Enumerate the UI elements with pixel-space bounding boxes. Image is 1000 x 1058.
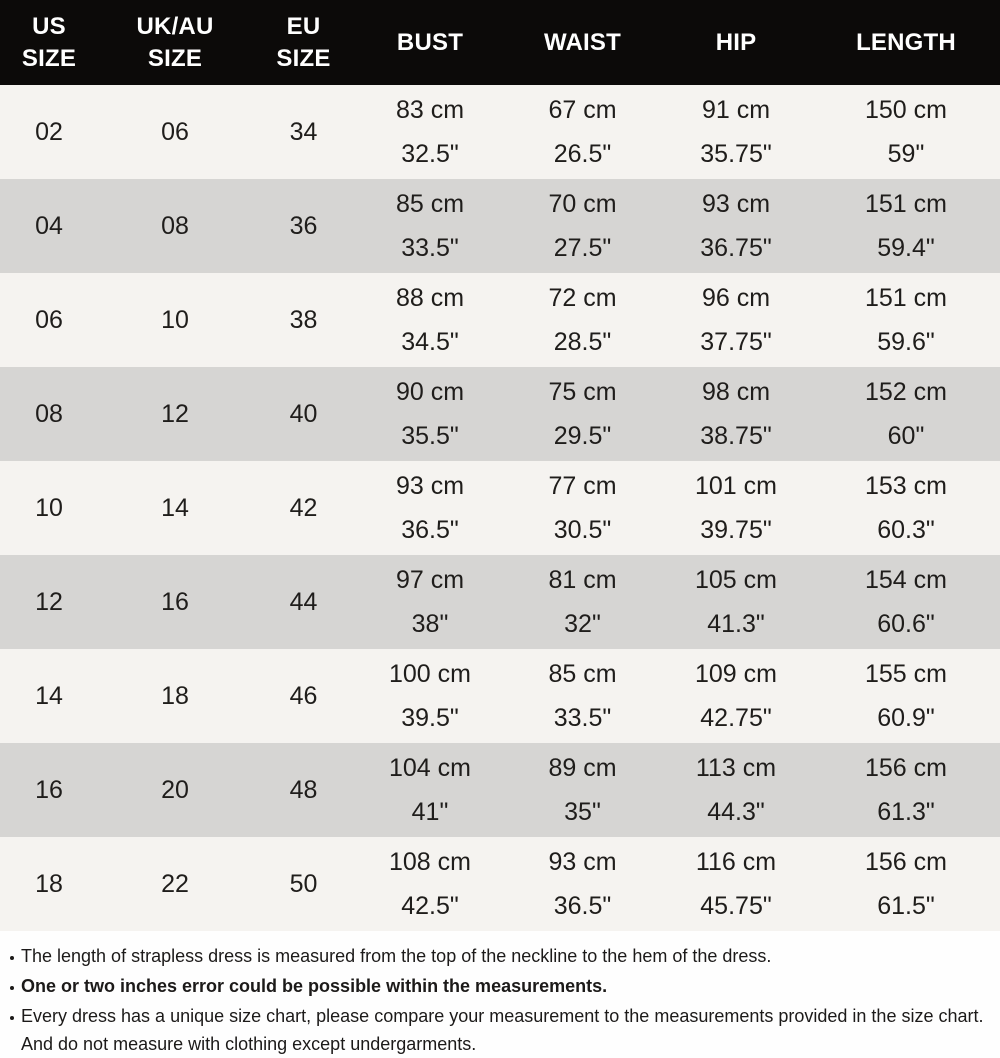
notes-section: The length of strapless dress is measure… [0, 931, 1000, 1058]
size-table-body: 02 06 34 83 cm 32.5" 67 cm 26.5" 91 cm 35.75" 150… [0, 85, 1000, 931]
column-header-waist: WAIST [505, 0, 660, 85]
cell-us-size: 14 [35, 681, 63, 710]
cell-eu-size: 46 [289, 681, 318, 710]
cell-eu-size: 34 [289, 117, 318, 146]
table-row: 10 14 42 93 cm 36.5" 77 cm 30.5" 101 cm 39.75" 15… [0, 461, 1000, 555]
cell-uk-au-size: 16 [161, 587, 189, 616]
cell-bust: 93 cm 36.5" [395, 472, 465, 544]
cell-length: 151 cm 59.6" [865, 284, 947, 356]
cell-length: 151 cm 59.4" [865, 190, 947, 262]
note-item: The length of strapless dress is measure… [7, 942, 994, 970]
cell-waist: 75 cm 29.5" [548, 378, 617, 450]
cell-uk-au-size: 14 [161, 493, 189, 522]
column-header-us-size: US SIZE [0, 0, 98, 85]
cell-bust: 97 cm 38" [395, 566, 465, 638]
cell-bust: 90 cm 35.5" [395, 378, 465, 450]
column-header-uk-au-size: UK/AU SIZE [98, 0, 252, 85]
cell-uk-au-size: 10 [161, 305, 189, 334]
cell-us-size: 10 [35, 493, 63, 522]
cell-uk-au-size: 12 [161, 399, 189, 428]
cell-us-size: 06 [35, 305, 63, 334]
bullet-icon [7, 1002, 21, 1030]
cell-length: 156 cm 61.5" [865, 848, 947, 920]
table-row: 06 10 38 88 cm 34.5" 72 cm 28.5" 96 cm 37.75" 151… [0, 273, 1000, 367]
cell-bust: 83 cm 32.5" [395, 96, 465, 168]
note-text: One or two inches error could be possibl… [21, 976, 608, 996]
header-row: US SIZE UK/AU SIZE EU SIZE BUST WAIST HIP LENGTH [0, 0, 1000, 85]
cell-length: 150 cm 59" [865, 96, 947, 168]
cell-uk-au-size: 06 [161, 117, 189, 146]
table-row: 16 20 48 104 cm 41" 89 cm 35" 113 cm 44.3" 156 cm… [0, 743, 1000, 837]
bullet-icon [7, 942, 21, 970]
note-text: The length of strapless dress is measure… [21, 946, 772, 966]
cell-hip: 98 cm 38.75" [700, 378, 772, 450]
column-header-bust: BUST [355, 0, 505, 85]
cell-uk-au-size: 08 [161, 211, 189, 240]
table-header: US SIZE UK/AU SIZE EU SIZE BUST WAIST HIP LENGTH [0, 0, 1000, 85]
cell-length: 155 cm 60.9" [865, 660, 947, 732]
cell-hip: 101 cm 39.75" [695, 472, 777, 544]
cell-uk-au-size: 20 [161, 775, 189, 804]
cell-eu-size: 48 [289, 775, 318, 804]
cell-length: 153 cm 60.3" [865, 472, 947, 544]
cell-eu-size: 36 [289, 211, 318, 240]
cell-uk-au-size: 18 [161, 681, 189, 710]
bullet-icon [7, 972, 21, 1000]
cell-length: 152 cm 60" [865, 378, 947, 450]
column-header-eu-size: EU SIZE [252, 0, 355, 85]
cell-bust: 88 cm 34.5" [395, 284, 465, 356]
table-row: 18 22 50 108 cm 42.5" 93 cm 36.5" 116 cm 45.75" 1… [0, 837, 1000, 931]
size-chart-table: US SIZE UK/AU SIZE EU SIZE BUST WAIST HIP LENGTH … [0, 0, 1000, 931]
note-item: One or two inches error could be possibl… [7, 972, 994, 1000]
cell-bust: 104 cm 41" [389, 754, 471, 826]
table-row: 14 18 46 100 cm 39.5" 85 cm 33.5" 109 cm 42.75" 1… [0, 649, 1000, 743]
cell-hip: 109 cm 42.75" [695, 660, 777, 732]
cell-eu-size: 40 [289, 399, 318, 428]
table-row: 12 16 44 97 cm 38" 81 cm 32" 105 cm 41.3" 154 cm 6… [0, 555, 1000, 649]
cell-length: 154 cm 60.6" [865, 566, 947, 638]
cell-length: 156 cm 61.3" [865, 754, 947, 826]
cell-hip: 96 cm 37.75" [700, 284, 772, 356]
cell-us-size: 16 [35, 775, 63, 804]
table-row: 04 08 36 85 cm 33.5" 70 cm 27.5" 93 cm 36.75" 151… [0, 179, 1000, 273]
column-header-length: LENGTH [812, 0, 1000, 85]
cell-eu-size: 44 [289, 587, 318, 616]
cell-eu-size: 50 [289, 869, 318, 898]
cell-waist: 72 cm 28.5" [548, 284, 617, 356]
note-text: Every dress has a unique size chart, ple… [21, 1006, 984, 1054]
note-item: Every dress has a unique size chart, ple… [7, 1002, 994, 1058]
cell-hip: 91 cm 35.75" [700, 96, 772, 168]
cell-hip: 113 cm 44.3" [695, 754, 777, 826]
column-header-hip: HIP [660, 0, 812, 85]
cell-waist: 89 cm 35" [548, 754, 617, 826]
cell-waist: 85 cm 33.5" [548, 660, 617, 732]
cell-waist: 81 cm 32" [548, 566, 617, 638]
cell-us-size: 18 [35, 869, 63, 898]
cell-waist: 70 cm 27.5" [548, 190, 617, 262]
cell-us-size: 12 [35, 587, 63, 616]
cell-waist: 93 cm 36.5" [548, 848, 617, 920]
cell-hip: 93 cm 36.75" [700, 190, 772, 262]
cell-bust: 85 cm 33.5" [395, 190, 465, 262]
cell-waist: 77 cm 30.5" [548, 472, 617, 544]
cell-waist: 67 cm 26.5" [548, 96, 617, 168]
cell-us-size: 08 [35, 399, 63, 428]
cell-eu-size: 38 [289, 305, 318, 334]
cell-eu-size: 42 [289, 493, 318, 522]
cell-bust: 108 cm 42.5" [389, 848, 471, 920]
table-row: 02 06 34 83 cm 32.5" 67 cm 26.5" 91 cm 35.75" 150… [0, 85, 1000, 179]
cell-uk-au-size: 22 [161, 869, 189, 898]
table-row: 08 12 40 90 cm 35.5" 75 cm 29.5" 98 cm 38.75" 152… [0, 367, 1000, 461]
cell-hip: 105 cm 41.3" [695, 566, 777, 638]
cell-us-size: 04 [35, 211, 63, 240]
cell-hip: 116 cm 45.75" [695, 848, 777, 920]
cell-us-size: 02 [35, 117, 63, 146]
cell-bust: 100 cm 39.5" [389, 660, 471, 732]
